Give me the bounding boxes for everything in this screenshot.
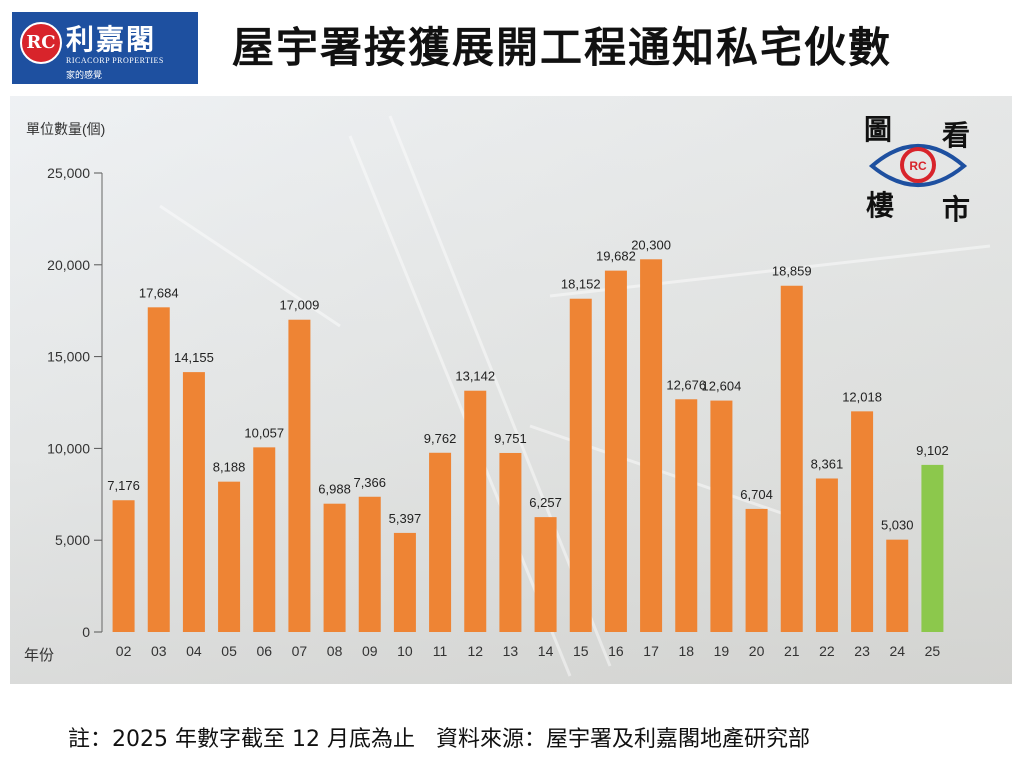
bar-20: [745, 508, 768, 632]
x-tick-label: 02: [116, 643, 132, 659]
bar-value-label: 9,762: [424, 431, 457, 446]
bar-15: [569, 298, 592, 632]
x-tick-label: 24: [889, 643, 905, 659]
y-axis-title: 單位數量(個): [26, 121, 105, 137]
bar-06: [253, 447, 276, 632]
badge-char-4: 市: [942, 193, 971, 226]
bar-value-label: 17,009: [280, 298, 320, 313]
bar-value-label: 9,102: [916, 443, 949, 458]
bar-chart: 單位數量(個) 年份 0 5,000 10,000 15,000 20,000 25,00…: [10, 96, 1012, 684]
chart-panel: 單位數量(個) 年份 0 5,000 10,000 15,000 20,000 25,00…: [10, 96, 1012, 684]
x-tick-label: 23: [854, 643, 870, 659]
bar-value-label: 5,397: [389, 511, 422, 526]
bar-18: [675, 399, 698, 632]
bar-value-label: 12,018: [842, 389, 882, 404]
page-title: 屋宇署接獲展開工程通知私宅伙數: [232, 23, 893, 72]
x-tick-label: 11: [433, 643, 448, 659]
x-tick-label: 08: [327, 643, 343, 659]
bar-value-label: 7,366: [353, 475, 386, 490]
bar-02: [112, 500, 135, 632]
bar-12: [464, 390, 487, 632]
logo-english-name: RICACORP PROPERTIES: [66, 56, 164, 65]
header: RC 利嘉閣 RICACORP PROPERTIES 家的感覺 屋宇署接獲展開工…: [0, 0, 1024, 96]
bar-value-label: 6,704: [740, 487, 773, 502]
bar-value-label: 12,604: [702, 379, 742, 394]
bar-value-label: 6,988: [318, 482, 351, 497]
ricacorp-logo: RC 利嘉閣 RICACORP PROPERTIES 家的感覺: [12, 12, 198, 84]
bar-value-label: 10,057: [244, 425, 284, 440]
footer-source: 資料來源：屋宇署及利嘉閣地產研究部: [435, 727, 810, 752]
bar-23: [851, 411, 874, 632]
badge-char-3: 樓: [866, 189, 895, 222]
x-tick-label: 19: [714, 643, 730, 659]
bar-11: [429, 452, 452, 632]
y-tick-label: 15,000: [47, 349, 90, 365]
x-tick-label: 04: [186, 643, 202, 659]
x-tick-label: 17: [643, 643, 659, 659]
bar-value-label: 17,684: [139, 285, 179, 300]
bar-17: [640, 259, 663, 632]
x-tick-label: 09: [362, 643, 378, 659]
footer: 註：2025 年數字截至 12 月底為止 資料來源：屋宇署及利嘉閣地產研究部: [0, 686, 1024, 752]
bar-04: [182, 372, 205, 632]
x-tick-label: 05: [221, 643, 237, 659]
bar-value-label: 5,030: [881, 518, 914, 533]
bar-14: [534, 517, 557, 632]
bar-24: [886, 539, 909, 632]
logo-tagline: 家的感覺: [66, 71, 103, 81]
x-tick-label: 22: [819, 643, 835, 659]
bar-09: [358, 496, 381, 632]
bar-05: [218, 481, 241, 632]
bar-value-label: 18,152: [561, 277, 601, 292]
y-tick-label: 10,000: [47, 440, 90, 456]
y-tick-label: 25,000: [47, 165, 90, 181]
bar-22: [815, 478, 838, 632]
x-tick-label: 03: [151, 643, 167, 659]
bar-value-label: 6,257: [529, 495, 562, 510]
eye-icon: RC: [868, 144, 968, 187]
x-tick-label: 21: [784, 643, 800, 659]
badge-char-2: 看: [942, 119, 971, 152]
footer-note: 註：2025 年數字截至 12 月底為止: [67, 727, 415, 752]
x-tick-label: 25: [925, 643, 941, 659]
bar-10: [393, 532, 416, 632]
x-tick-label: 13: [503, 643, 519, 659]
bar-25: [921, 464, 944, 632]
bar-19: [710, 400, 733, 632]
x-axis-title: 年份: [24, 647, 54, 664]
bar-16: [604, 270, 627, 632]
x-tick-label: 18: [678, 643, 694, 659]
bar-13: [499, 452, 522, 632]
bar-21: [780, 285, 803, 632]
x-tick-label: 07: [292, 643, 308, 659]
bar-08: [323, 503, 346, 632]
bar-07: [288, 319, 311, 632]
y-tick-label: 5,000: [55, 532, 90, 548]
y-tick-label: 20,000: [47, 257, 90, 273]
market-view-badge: RC 圖 看 樓 市: [858, 108, 978, 226]
y-tick-label: 0: [82, 624, 90, 640]
x-tick-label: 20: [749, 643, 765, 659]
x-tick-label: 16: [608, 643, 624, 659]
bar-value-label: 14,155: [174, 350, 214, 365]
bar-03: [147, 307, 170, 632]
logo-name: 利嘉閣: [66, 23, 157, 56]
bar-value-label: 12,676: [666, 377, 706, 392]
x-tick-label: 12: [467, 643, 483, 659]
x-tick-label: 15: [573, 643, 589, 659]
bar-value-label: 7,176: [107, 478, 140, 493]
x-tick-label: 10: [397, 643, 413, 659]
bar-value-label: 13,142: [455, 369, 495, 384]
logo-mark-icon: RC: [20, 22, 62, 64]
bar-value-label: 8,188: [213, 460, 246, 475]
bar-value-label: 20,300: [631, 237, 671, 252]
bar-value-label: 19,682: [596, 249, 636, 264]
x-tick-label: 06: [256, 643, 272, 659]
bar-value-label: 8,361: [811, 456, 844, 471]
bar-value-label: 18,859: [772, 264, 812, 279]
bar-value-label: 9,751: [494, 431, 527, 446]
badge-char-1: 圖: [864, 113, 893, 146]
x-tick-label: 14: [538, 643, 554, 659]
badge-mark: RC: [909, 159, 927, 173]
